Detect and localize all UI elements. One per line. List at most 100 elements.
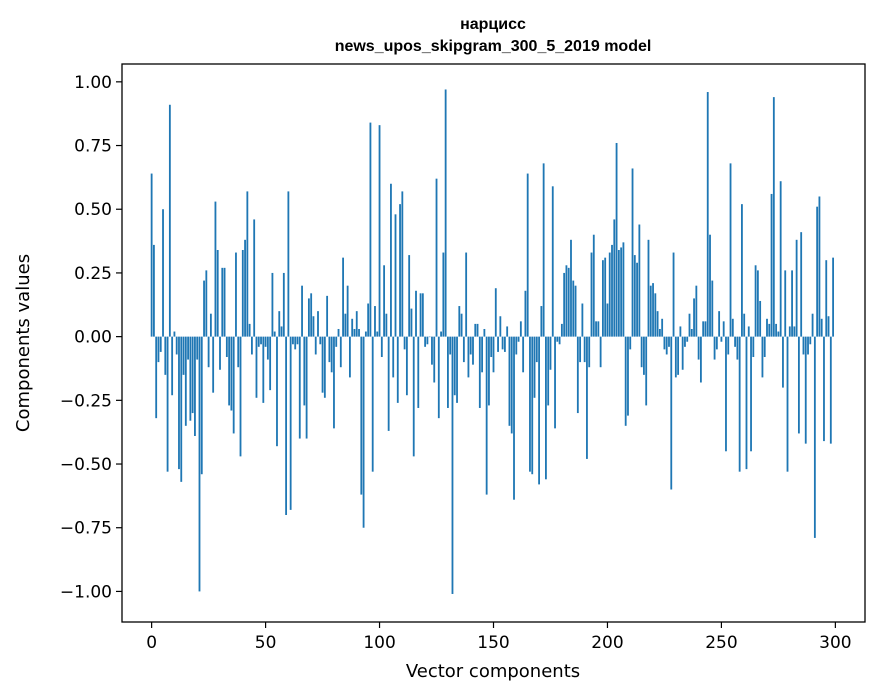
bar — [636, 262, 638, 337]
bar — [155, 336, 158, 419]
y-tick-label: −0.75 — [60, 519, 112, 539]
bar — [262, 336, 265, 403]
bar — [399, 204, 401, 337]
x-tick-label: 150 — [477, 633, 509, 653]
bar — [526, 173, 529, 337]
bar — [551, 186, 554, 337]
bar — [754, 265, 757, 337]
bar — [360, 336, 363, 495]
bar — [782, 336, 784, 388]
bar — [451, 336, 454, 594]
bar — [816, 206, 819, 337]
chart-title: нарцисс — [460, 16, 526, 33]
bar — [225, 336, 228, 358]
bar — [442, 252, 445, 337]
bar — [235, 252, 237, 337]
bar — [494, 288, 497, 337]
bar — [349, 336, 351, 378]
bar — [752, 336, 755, 358]
bar — [533, 336, 536, 398]
bar — [369, 122, 372, 337]
bar — [563, 272, 566, 337]
bar — [333, 336, 335, 429]
bar — [679, 326, 682, 337]
x-tick-label: 100 — [363, 633, 395, 653]
bar — [189, 336, 192, 421]
bar — [396, 336, 399, 403]
bar — [750, 336, 752, 452]
bar — [823, 336, 825, 442]
bar — [606, 303, 609, 337]
bar — [761, 336, 764, 378]
bar — [681, 336, 684, 370]
bar — [658, 328, 661, 337]
bar — [314, 336, 317, 355]
bar — [763, 336, 766, 358]
bar — [426, 336, 429, 345]
bar — [809, 336, 812, 345]
bar — [244, 239, 246, 337]
bar — [271, 272, 274, 337]
bar — [337, 328, 340, 337]
bars-group — [150, 89, 834, 594]
y-tick-label: 0.50 — [74, 200, 112, 220]
bar — [212, 336, 215, 393]
bar — [351, 318, 354, 337]
bar — [720, 336, 723, 342]
bar — [645, 336, 648, 406]
bar — [647, 239, 650, 337]
bar — [501, 336, 504, 350]
bar — [164, 336, 167, 375]
plot-frame — [121, 63, 866, 623]
bar — [228, 336, 231, 406]
bar — [547, 336, 550, 406]
bar — [239, 336, 242, 457]
bar — [485, 336, 488, 495]
bar — [545, 336, 547, 480]
bar — [556, 336, 559, 342]
bar — [715, 336, 718, 350]
bar — [570, 239, 572, 337]
bar — [162, 209, 164, 337]
bar — [492, 336, 495, 373]
bar — [214, 201, 217, 337]
bar — [797, 336, 800, 434]
bar — [435, 178, 438, 337]
bar — [786, 336, 789, 472]
bar — [686, 336, 689, 342]
bar — [531, 336, 534, 475]
bar — [825, 260, 828, 337]
bar — [804, 336, 807, 444]
bar — [807, 336, 809, 355]
bar — [654, 293, 657, 337]
bar — [640, 336, 643, 368]
bar — [583, 336, 586, 363]
bar — [540, 306, 543, 337]
bar — [344, 313, 347, 337]
bar — [652, 283, 654, 337]
bar — [200, 336, 203, 475]
bar — [832, 257, 834, 337]
bar — [194, 336, 196, 436]
bar — [292, 336, 294, 345]
bar — [378, 125, 381, 337]
bar — [223, 267, 226, 337]
bar — [695, 285, 698, 337]
bar — [358, 328, 360, 337]
bar — [433, 336, 436, 383]
bar — [159, 336, 162, 352]
x-axis-ticks: 0 50 100 150 200 250 300 — [146, 622, 852, 653]
bar — [519, 321, 522, 337]
bar — [317, 311, 319, 337]
bar — [321, 336, 324, 393]
bar — [663, 336, 666, 350]
bar — [474, 323, 477, 337]
bar — [515, 336, 518, 355]
bar — [287, 191, 290, 337]
bar — [513, 336, 515, 500]
bar — [431, 336, 433, 365]
bar — [285, 336, 288, 515]
bar — [257, 336, 260, 347]
y-tick-label: −0.50 — [60, 455, 112, 475]
bar — [631, 168, 634, 337]
